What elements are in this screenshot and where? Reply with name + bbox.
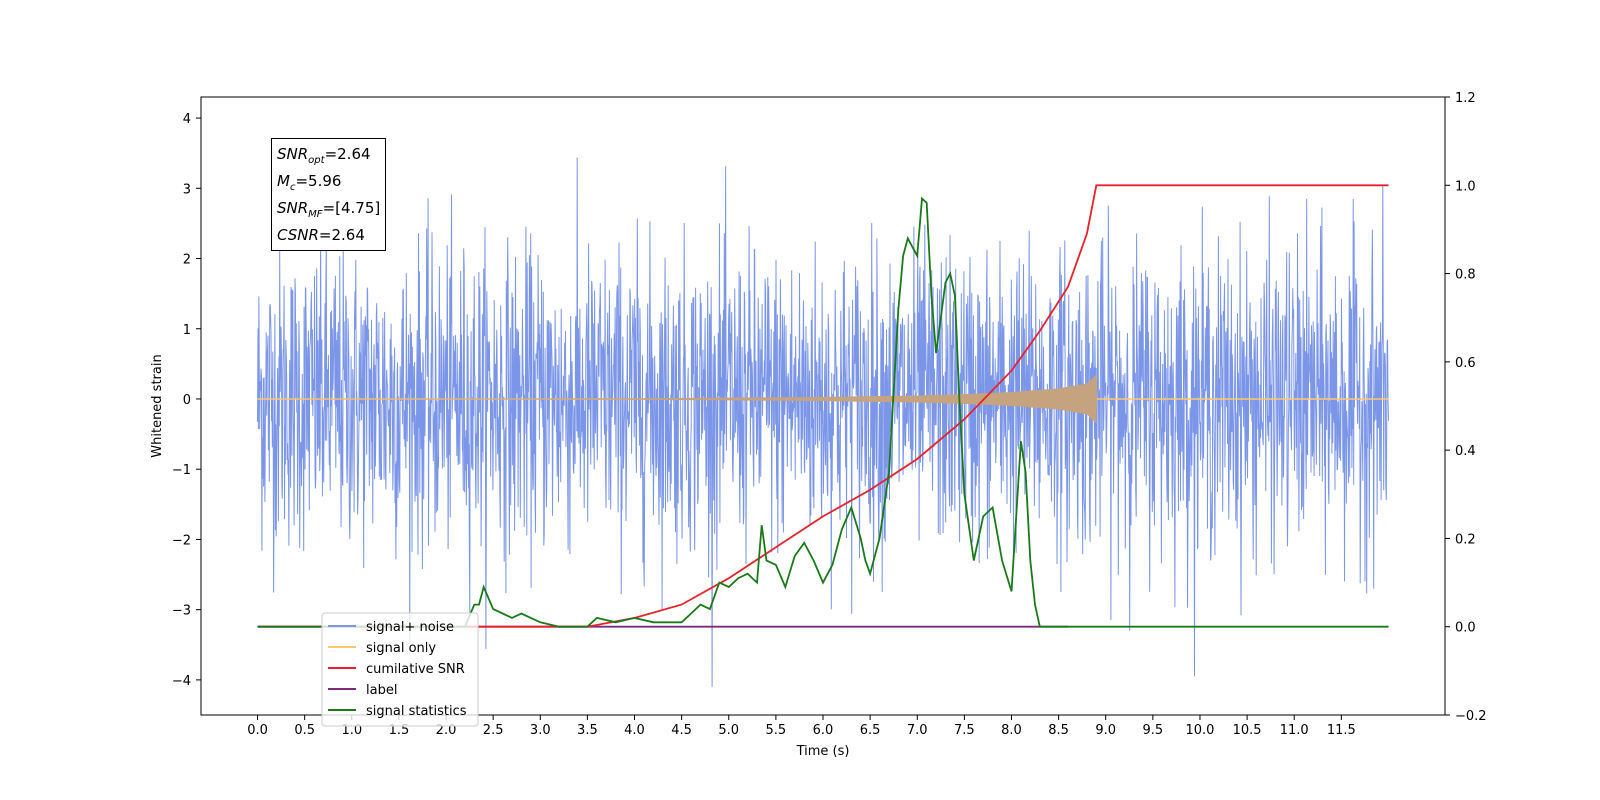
x-tick-label: 6.5	[860, 723, 881, 738]
mc-value: =5.96	[295, 172, 342, 190]
y-tick-label-left: 1	[183, 323, 191, 338]
x-tick-label: 0.5	[294, 723, 315, 738]
legend: signal+ noise signal only cumilative SNR la…	[321, 612, 479, 727]
x-tick-label: 10.5	[1233, 723, 1262, 738]
legend-frame	[321, 612, 479, 727]
x-tick-label: 5.5	[766, 723, 787, 738]
x-tick-label: 1.0	[341, 723, 362, 738]
y-tick-label-right: 1.0	[1455, 179, 1476, 194]
series-signal-statistics	[257, 196, 1389, 628]
snr-mf-line: SNRMF=[4.75]	[277, 198, 380, 225]
y-tick-label-left: 2	[183, 253, 191, 268]
y-tick-label-right: 0.2	[1455, 532, 1476, 547]
x-tick-label: 8.5	[1048, 723, 1069, 738]
y-tick-label-right: 0.4	[1455, 444, 1476, 459]
x-tick-label: 3.5	[577, 723, 598, 738]
x-tick-label: 4.5	[671, 723, 692, 738]
mc-subscript: c	[289, 182, 296, 193]
snr-mf-subscript: MF	[308, 209, 323, 220]
snr-opt-line: SNRopt=2.64	[277, 144, 380, 171]
y-tick-label-right: −0.2	[1455, 709, 1487, 724]
y-tick-label-right: 1.2	[1455, 91, 1476, 106]
y-axis-label-left: Whitened strain	[150, 354, 165, 457]
csnr-symbol: CSNR	[277, 226, 319, 244]
x-tick-label: 4.0	[624, 723, 645, 738]
mc-symbol: M	[277, 172, 290, 190]
x-tick-label: 11.0	[1280, 723, 1309, 738]
x-axis-label: Time (s)	[796, 744, 850, 759]
y-tick-label-left: 4	[183, 112, 191, 127]
y-tick-label-left: 0	[183, 393, 191, 408]
x-tick-label: 11.5	[1327, 723, 1356, 738]
legend-label: signal+ noise	[366, 620, 454, 635]
x-tick-label: 9.0	[1095, 723, 1116, 738]
x-tick-label: 1.5	[389, 723, 410, 738]
x-tick-label: 0.0	[247, 723, 268, 738]
y-tick-label-right: 0.0	[1455, 621, 1476, 636]
x-tick-label: 7.0	[907, 723, 928, 738]
x-tick-label: 8.0	[1001, 723, 1022, 738]
x-tick-label: 6.0	[813, 723, 834, 738]
y-tick-label-left: −3	[172, 604, 191, 619]
legend-label: label	[366, 683, 397, 698]
snr-mf-symbol: SNR	[277, 199, 309, 217]
series-signal-noise	[257, 157, 1389, 687]
x-tick-label: 3.0	[530, 723, 551, 738]
x-tick-label: 9.5	[1143, 723, 1164, 738]
series-cumulative-snr	[257, 184, 1389, 628]
snr-opt-symbol: SNR	[277, 145, 309, 163]
snr-opt-subscript: opt	[308, 155, 325, 166]
plot-area	[257, 157, 1389, 687]
legend-label: signal only	[366, 641, 436, 656]
snr-mf-value: =[4.75]	[322, 199, 381, 217]
x-tick-label: 5.0	[718, 723, 739, 738]
y-tick-label-right: 0.8	[1455, 268, 1476, 283]
x-tick-label: 7.5	[954, 723, 975, 738]
ticks: 0.0 0.5 1.0 1.5 2.0 2.5 3.0 3.5 4.0 4.5 5.0 5.5 6.0 6…	[172, 91, 1487, 738]
x-tick-label: 2.0	[436, 723, 457, 738]
csnr-line: CSNR=2.64	[277, 225, 380, 246]
stats-annotation-box: SNRopt=2.64 Mc=5.96 SNRMF=[4.75] CSNR=2.…	[271, 138, 387, 251]
y-tick-label-left: −4	[172, 674, 191, 689]
x-tick-label: 10.0	[1185, 723, 1214, 738]
x-tick-label: 2.5	[483, 723, 504, 738]
legend-label: cumilative SNR	[366, 662, 465, 677]
csnr-value: =2.64	[318, 226, 365, 244]
y-tick-label-right: 0.6	[1455, 356, 1476, 371]
series-signal-chirp	[257, 374, 1389, 424]
snr-opt-value: =2.64	[324, 145, 371, 163]
mc-line: Mc=5.96	[277, 171, 380, 198]
legend-label: signal statistics	[366, 704, 467, 719]
y-tick-label-left: −2	[172, 533, 191, 548]
y-tick-label-left: 3	[183, 182, 191, 197]
y-tick-label-left: −1	[172, 463, 191, 478]
